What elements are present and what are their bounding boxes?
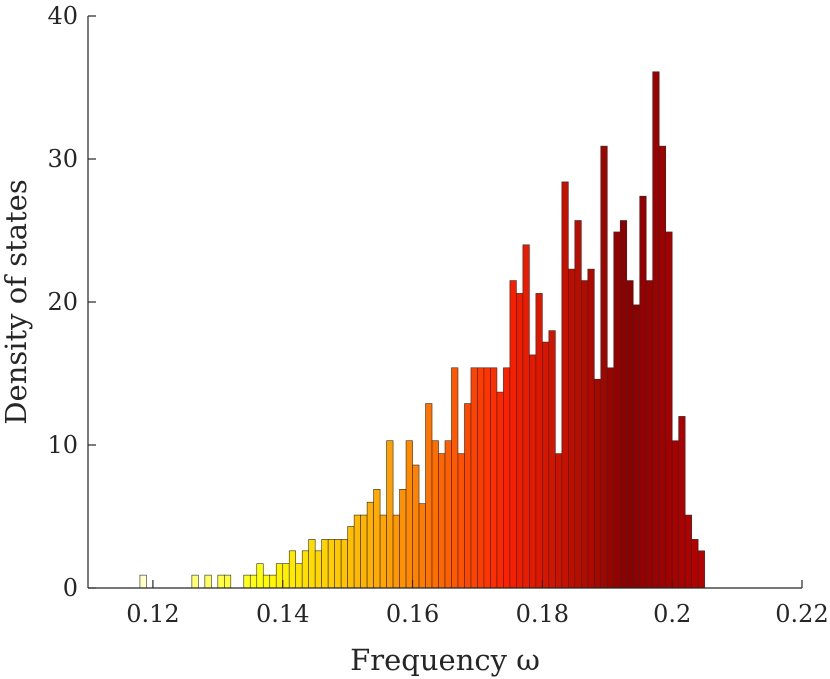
histogram-bar xyxy=(671,440,679,589)
histogram-bar xyxy=(334,539,342,589)
histogram-bar xyxy=(301,550,309,589)
histogram-bar xyxy=(619,220,628,589)
histogram-bar xyxy=(282,563,290,589)
histogram-bar xyxy=(658,145,666,589)
histogram-bar xyxy=(451,367,459,589)
histogram-bar xyxy=(496,391,504,589)
histogram-bar xyxy=(444,440,452,589)
histogram-bar xyxy=(224,574,232,589)
y-tick-label: 40 xyxy=(47,2,78,30)
histogram-bar xyxy=(561,181,569,589)
histogram-bar xyxy=(574,220,582,589)
histogram-bar xyxy=(509,280,517,589)
histogram-bar xyxy=(483,367,491,589)
x-tick-label: 0.18 xyxy=(516,600,569,628)
histogram-bar xyxy=(425,403,433,589)
histogram-bar xyxy=(542,341,550,589)
histogram-bar xyxy=(418,503,426,589)
histogram-bar xyxy=(503,367,511,589)
histogram-bar xyxy=(275,563,284,589)
histogram-bar xyxy=(412,464,420,589)
histogram-bar xyxy=(470,367,478,589)
histogram-bar xyxy=(535,293,543,589)
histogram-bar xyxy=(555,453,563,589)
histogram-bar xyxy=(464,403,472,589)
y-tick-label: 30 xyxy=(47,145,78,173)
histogram-bar xyxy=(366,501,374,589)
histogram-bar xyxy=(379,514,387,589)
y-axis-ticks: 0 10 20 30 40 xyxy=(47,2,96,602)
histogram-bar xyxy=(360,514,368,589)
histogram-bar xyxy=(684,514,692,589)
histogram-bar xyxy=(548,330,556,589)
histogram-bars xyxy=(139,71,705,589)
histogram-bar xyxy=(243,574,251,589)
histogram-bar xyxy=(691,539,699,589)
axes: 0.12 0.14 0.16 0.18 0.2 0.22 0 10 20 30 40 xyxy=(47,2,828,628)
histogram-bar xyxy=(516,293,524,589)
histogram-bar xyxy=(697,550,705,589)
x-tick-label: 0.2 xyxy=(653,600,691,628)
histogram-bar xyxy=(353,514,361,589)
y-tick-label: 20 xyxy=(47,288,78,316)
histogram-bar xyxy=(327,539,335,589)
histogram-bar xyxy=(386,440,394,589)
histogram-bar xyxy=(665,231,673,589)
histogram-bar xyxy=(373,489,381,589)
histogram-bar xyxy=(399,489,407,589)
histogram-bar xyxy=(593,378,602,589)
histogram-bar xyxy=(249,574,258,589)
y-tick-label: 0 xyxy=(63,574,78,602)
histogram-bar xyxy=(600,145,608,589)
histogram-bar xyxy=(321,539,329,589)
histogram-bar xyxy=(269,574,277,589)
histogram-bar xyxy=(652,71,660,589)
histogram-bar xyxy=(626,280,634,589)
histogram-bar xyxy=(457,453,465,589)
histogram-bar xyxy=(568,268,576,589)
histogram-bar xyxy=(262,574,271,589)
histogram-bar xyxy=(295,563,303,589)
histogram-bar xyxy=(314,550,322,589)
histogram-bar xyxy=(490,367,498,589)
y-axis-label: Density of states xyxy=(0,179,33,424)
histogram-bar xyxy=(139,574,147,589)
histogram-bar xyxy=(340,539,348,589)
histogram-bar xyxy=(639,195,647,589)
histogram-bar xyxy=(613,231,621,589)
histogram-bar xyxy=(288,550,297,589)
histogram-bar xyxy=(347,526,355,589)
histogram-bar xyxy=(606,367,615,589)
histogram-bar xyxy=(431,440,439,589)
histogram-bar xyxy=(405,440,413,589)
histogram-bar xyxy=(217,574,225,589)
y-tick-label: 10 xyxy=(47,431,78,459)
histogram-bar xyxy=(392,514,400,589)
histogram-bar xyxy=(191,574,199,589)
histogram-bar xyxy=(308,539,316,589)
histogram-bar xyxy=(678,416,686,589)
histogram-bar xyxy=(529,354,537,589)
x-axis-label: Frequency ω xyxy=(350,643,540,677)
histogram-bar xyxy=(632,304,641,589)
histogram-bar xyxy=(581,280,589,589)
histogram-bar xyxy=(204,574,212,589)
x-tick-label: 0.16 xyxy=(386,600,439,628)
x-tick-label: 0.22 xyxy=(775,600,828,628)
histogram-bar xyxy=(522,244,530,589)
histogram-bar xyxy=(256,563,264,589)
histogram-bar xyxy=(438,453,446,589)
x-tick-label: 0.12 xyxy=(126,600,179,628)
histogram-bar xyxy=(477,367,485,589)
x-axis-ticks: 0.12 0.14 0.16 0.18 0.2 0.22 xyxy=(126,580,829,628)
x-tick-label: 0.14 xyxy=(256,600,309,628)
histogram-bar xyxy=(587,268,595,589)
histogram-bar xyxy=(645,280,654,589)
